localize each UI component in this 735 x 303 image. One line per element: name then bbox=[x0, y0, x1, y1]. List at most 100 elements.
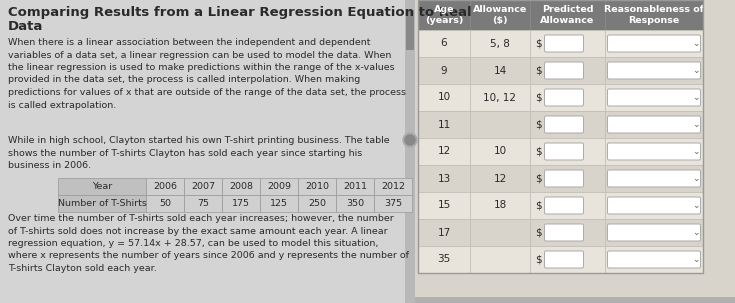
Bar bbox=[418, 0, 703, 273]
Text: $: $ bbox=[535, 146, 542, 157]
Bar bbox=[530, 219, 605, 246]
Text: ⌄: ⌄ bbox=[692, 66, 700, 75]
Bar bbox=[418, 57, 470, 84]
Text: 9: 9 bbox=[441, 65, 448, 75]
FancyBboxPatch shape bbox=[545, 35, 584, 52]
Bar bbox=[222, 195, 260, 212]
FancyBboxPatch shape bbox=[545, 224, 584, 241]
Text: Over time the number of T-shirts sold each year increases; however, the number
o: Over time the number of T-shirts sold ea… bbox=[8, 214, 409, 273]
FancyBboxPatch shape bbox=[608, 251, 700, 268]
Bar bbox=[418, 165, 470, 192]
Bar bbox=[298, 195, 336, 212]
Bar bbox=[605, 165, 703, 192]
FancyBboxPatch shape bbox=[608, 62, 700, 79]
Text: 12: 12 bbox=[493, 174, 506, 184]
Text: $: $ bbox=[535, 92, 542, 102]
FancyBboxPatch shape bbox=[545, 170, 584, 187]
FancyBboxPatch shape bbox=[545, 197, 584, 214]
Bar bbox=[58, 195, 146, 212]
Text: ⌄: ⌄ bbox=[692, 228, 700, 237]
Text: 2010: 2010 bbox=[305, 182, 329, 191]
Bar bbox=[470, 30, 530, 57]
Bar bbox=[530, 0, 605, 30]
FancyBboxPatch shape bbox=[608, 197, 700, 214]
Bar bbox=[530, 246, 605, 273]
Bar bbox=[470, 57, 530, 84]
FancyBboxPatch shape bbox=[608, 116, 700, 133]
Bar bbox=[0, 0, 415, 303]
Text: 10: 10 bbox=[437, 92, 451, 102]
Bar bbox=[470, 165, 530, 192]
Bar bbox=[605, 219, 703, 246]
Bar bbox=[530, 165, 605, 192]
Bar bbox=[530, 111, 605, 138]
Circle shape bbox=[405, 135, 415, 145]
Text: 125: 125 bbox=[270, 199, 288, 208]
FancyBboxPatch shape bbox=[608, 170, 700, 187]
Bar bbox=[530, 30, 605, 57]
Text: 175: 175 bbox=[232, 199, 250, 208]
Bar bbox=[298, 178, 336, 195]
Bar bbox=[605, 30, 703, 57]
Bar bbox=[336, 178, 374, 195]
Bar bbox=[605, 57, 703, 84]
Bar bbox=[470, 84, 530, 111]
Text: 5, 8: 5, 8 bbox=[490, 38, 510, 48]
Bar bbox=[605, 111, 703, 138]
Bar bbox=[470, 219, 530, 246]
Text: 10, 12: 10, 12 bbox=[484, 92, 517, 102]
Text: ⌄: ⌄ bbox=[692, 201, 700, 210]
Text: 250: 250 bbox=[308, 199, 326, 208]
Bar bbox=[260, 178, 298, 195]
Text: $: $ bbox=[535, 228, 542, 238]
Bar bbox=[418, 192, 470, 219]
Bar bbox=[605, 0, 703, 30]
Bar bbox=[470, 111, 530, 138]
Text: 15: 15 bbox=[437, 201, 451, 211]
Bar bbox=[418, 30, 470, 57]
Text: $: $ bbox=[535, 174, 542, 184]
Text: ⌄: ⌄ bbox=[692, 93, 700, 102]
Text: Year: Year bbox=[92, 182, 112, 191]
Bar bbox=[530, 84, 605, 111]
Text: While in high school, Clayton started his own T-shirt printing business. The tab: While in high school, Clayton started hi… bbox=[8, 136, 390, 170]
FancyBboxPatch shape bbox=[608, 224, 700, 241]
Text: Reasonableness of
Response: Reasonableness of Response bbox=[604, 5, 704, 25]
Text: 2006: 2006 bbox=[153, 182, 177, 191]
Text: 6: 6 bbox=[441, 38, 448, 48]
Text: $: $ bbox=[535, 255, 542, 265]
Text: 11: 11 bbox=[437, 119, 451, 129]
Text: When there is a linear association between the independent and dependent
variabl: When there is a linear association betwe… bbox=[8, 38, 406, 109]
Bar bbox=[415, 0, 735, 303]
Bar bbox=[470, 246, 530, 273]
Text: 375: 375 bbox=[384, 199, 402, 208]
Bar bbox=[605, 192, 703, 219]
Bar bbox=[58, 178, 146, 195]
Text: 18: 18 bbox=[493, 201, 506, 211]
FancyBboxPatch shape bbox=[545, 62, 584, 79]
Bar bbox=[470, 192, 530, 219]
Text: Predicted
Allowance: Predicted Allowance bbox=[540, 5, 595, 25]
Bar bbox=[406, 10, 414, 50]
Bar bbox=[470, 0, 530, 30]
Text: 75: 75 bbox=[197, 199, 209, 208]
Bar bbox=[184, 178, 222, 195]
Text: $: $ bbox=[535, 119, 542, 129]
Bar bbox=[530, 192, 605, 219]
Circle shape bbox=[403, 133, 417, 147]
Text: 2011: 2011 bbox=[343, 182, 367, 191]
Bar bbox=[415, 297, 735, 303]
Text: ⌄: ⌄ bbox=[692, 147, 700, 156]
FancyBboxPatch shape bbox=[545, 89, 584, 106]
FancyBboxPatch shape bbox=[608, 143, 700, 160]
Bar bbox=[470, 138, 530, 165]
FancyBboxPatch shape bbox=[545, 143, 584, 160]
FancyBboxPatch shape bbox=[545, 116, 584, 133]
Text: 12: 12 bbox=[437, 146, 451, 157]
Text: 2007: 2007 bbox=[191, 182, 215, 191]
Text: Data: Data bbox=[8, 20, 43, 33]
FancyBboxPatch shape bbox=[545, 251, 584, 268]
Text: ⌄: ⌄ bbox=[692, 39, 700, 48]
Text: Age
(years): Age (years) bbox=[425, 5, 463, 25]
Text: 10: 10 bbox=[493, 146, 506, 157]
